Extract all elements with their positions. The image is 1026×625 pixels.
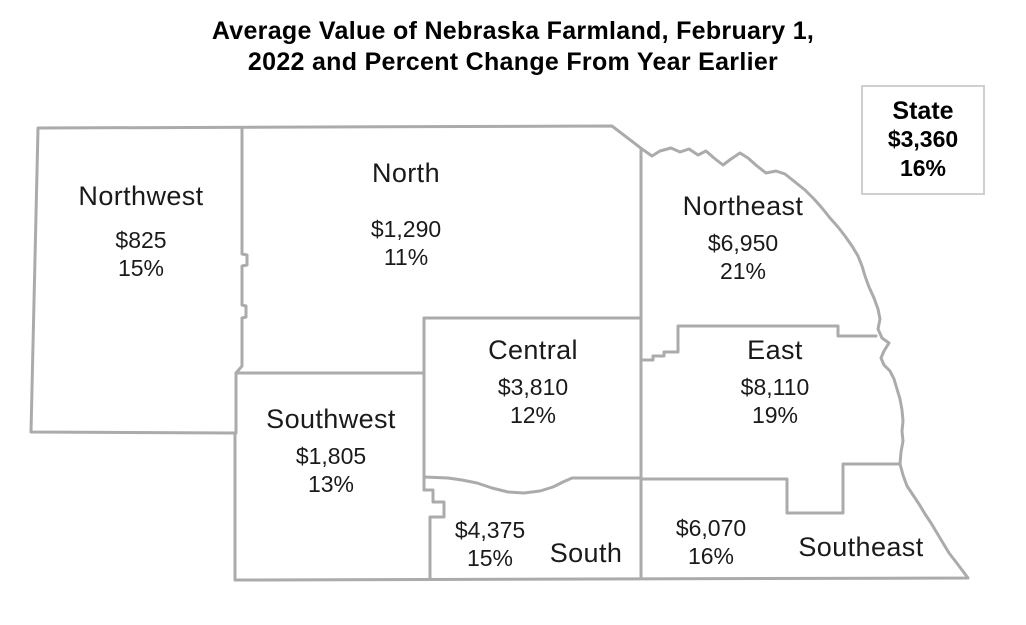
region-name: Northeast bbox=[682, 191, 804, 221]
region-value: $825 bbox=[115, 227, 167, 253]
region-change: 13% bbox=[307, 471, 355, 497]
region-value: $6,070 bbox=[675, 515, 747, 541]
region-value: $1,290 bbox=[370, 216, 442, 242]
region-change: 19% bbox=[751, 402, 799, 428]
chart-title-line2: 2022 and Percent Change From Year Earlie… bbox=[247, 48, 779, 76]
chart-title: Average Value of Nebraska Farmland, Febr… bbox=[0, 16, 1026, 78]
region-value: $6,950 bbox=[707, 230, 779, 256]
border-central-south bbox=[422, 475, 643, 495]
region-values-southeast: $6,070 16% bbox=[676, 514, 746, 570]
region-values-south: $4,375 15% bbox=[455, 516, 525, 572]
region-value: $4,375 bbox=[454, 517, 526, 543]
region-change: 15% bbox=[117, 255, 165, 281]
border-northwest-north bbox=[234, 126, 249, 435]
region-name-southeast: Southeast bbox=[798, 532, 924, 562]
region-label-east: East $8,110 19% bbox=[741, 335, 810, 429]
state-change: 16% bbox=[899, 155, 947, 181]
region-label-north: North $1,290 11% bbox=[371, 158, 441, 271]
region-label-northwest: Northwest $825 15% bbox=[78, 181, 203, 282]
region-label-northeast: Northeast $6,950 21% bbox=[683, 191, 804, 285]
region-name: North bbox=[371, 158, 441, 188]
state-outline bbox=[29, 124, 970, 582]
region-value: $1,805 bbox=[295, 443, 367, 469]
region-name: Northwest bbox=[78, 181, 204, 211]
state-value: $3,360 bbox=[887, 126, 959, 152]
region-change: 11% bbox=[383, 244, 429, 270]
state-summary-box: State $3,360 16% bbox=[861, 85, 985, 195]
region-name: Southwest bbox=[266, 404, 396, 434]
region-change: 15% bbox=[466, 545, 514, 571]
region-name: East bbox=[747, 335, 803, 365]
region-label-southwest: Southwest $1,805 13% bbox=[266, 404, 396, 498]
border-southwest-south bbox=[422, 488, 446, 581]
region-change: 16% bbox=[687, 543, 735, 569]
region-label-central: Central $3,810 12% bbox=[488, 335, 578, 429]
region-change: 12% bbox=[509, 402, 557, 428]
region-name: Central bbox=[488, 335, 578, 365]
state-label: State bbox=[892, 97, 954, 125]
border-east-southeast bbox=[639, 462, 902, 515]
region-name-south: South bbox=[549, 538, 623, 568]
region-value: $8,110 bbox=[740, 374, 810, 400]
border-northeast-east bbox=[639, 324, 878, 362]
region-change: 21% bbox=[719, 258, 767, 284]
chart-title-line1: Average Value of Nebraska Farmland, Febr… bbox=[211, 17, 815, 45]
region-value: $3,810 bbox=[497, 374, 569, 400]
